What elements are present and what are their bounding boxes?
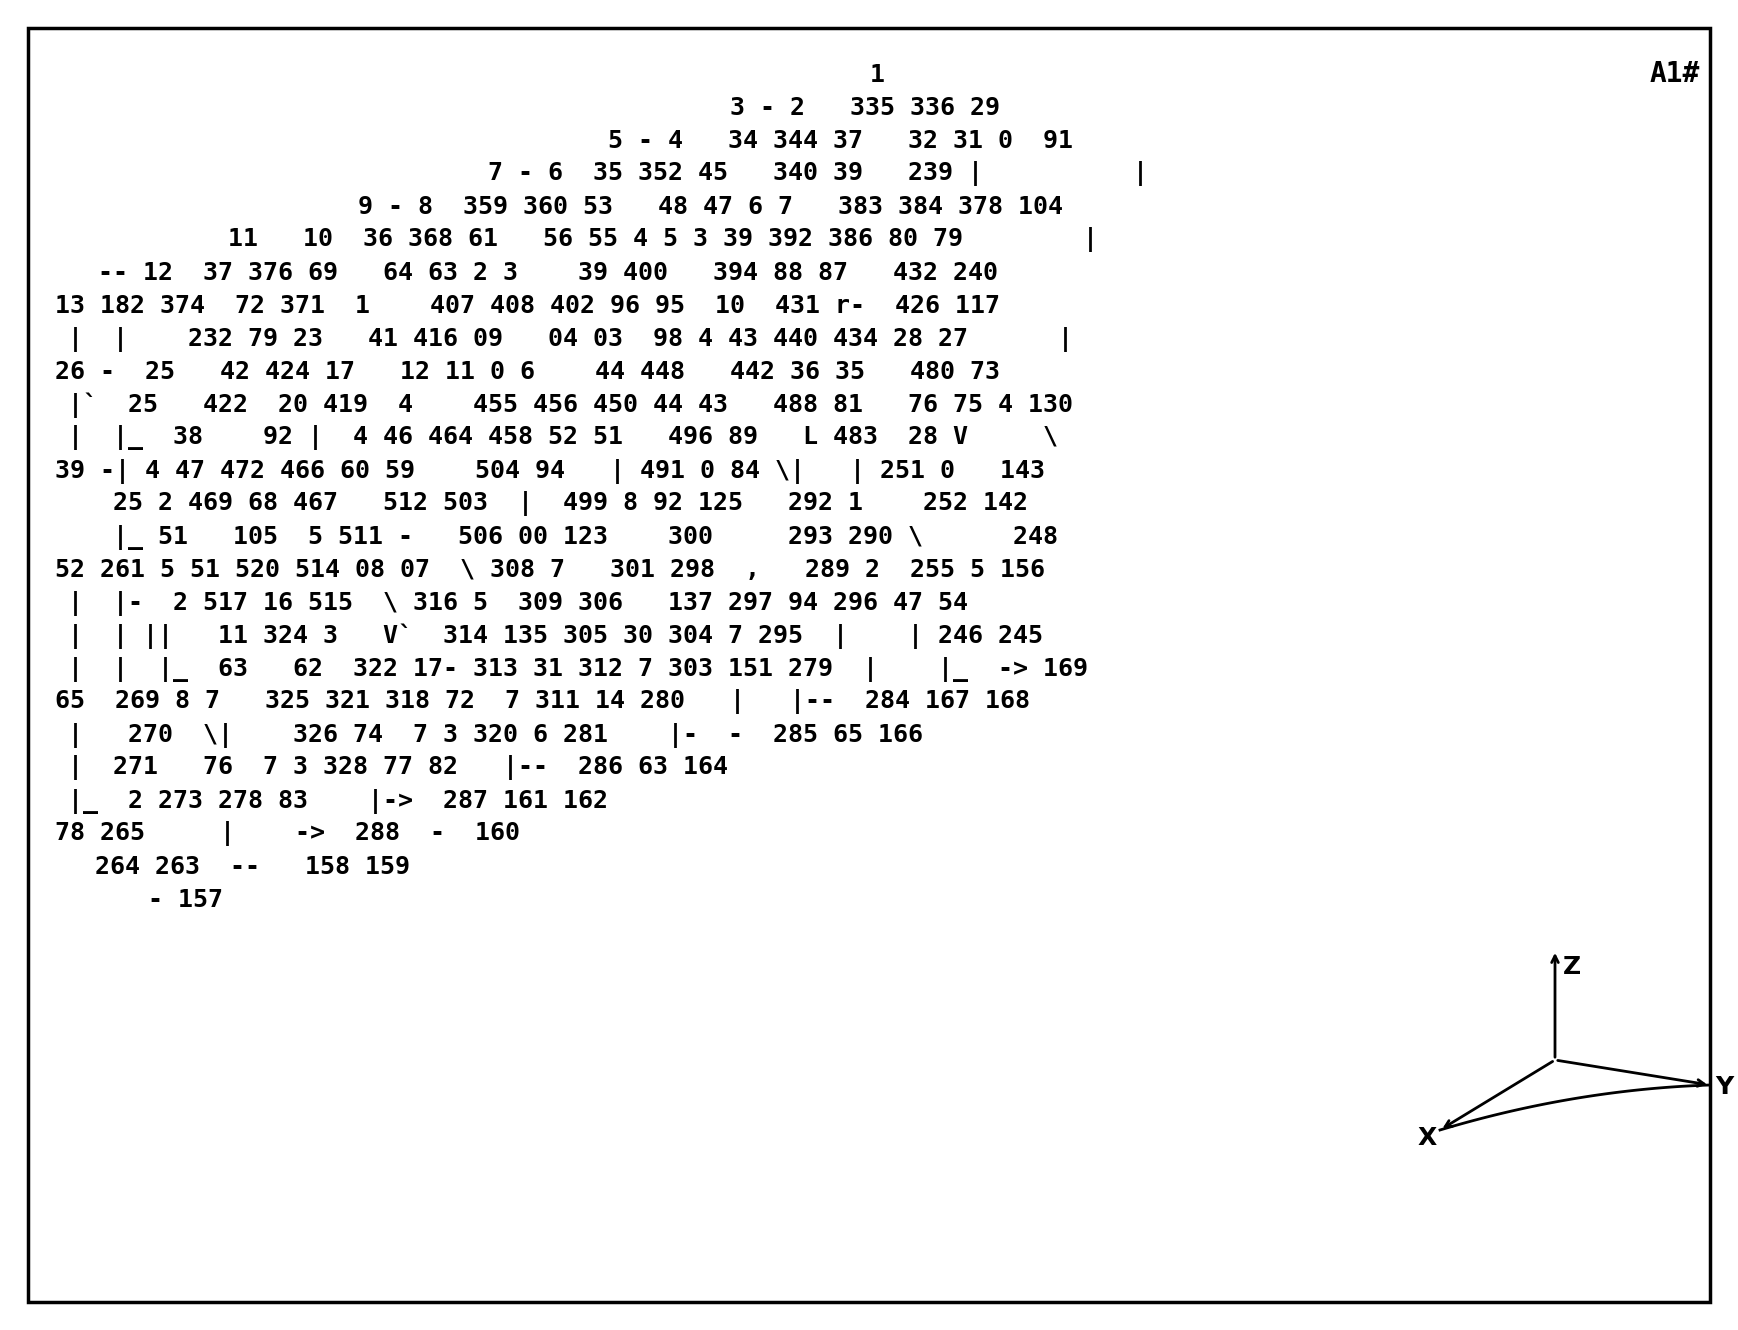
Text: 3 - 2   335 336 29: 3 - 2 335 336 29 bbox=[730, 96, 999, 120]
Text: |  | ||   11 324 3   V`  314 135 305 30 304 7 295  |    | 246 245: | | || 11 324 3 V` 314 135 305 30 304 7 … bbox=[68, 624, 1043, 649]
Text: 52 261 5 51 520 514 08 07  \ 308 7   301 298  ,   289 2  255 5 156: 52 261 5 51 520 514 08 07 \ 308 7 301 29… bbox=[56, 559, 1045, 583]
Text: |  271   76  7 3 328 77 82   |--  286 63 164: | 271 76 7 3 328 77 82 |-- 286 63 164 bbox=[68, 755, 728, 781]
Text: 13 182 374  72 371  1    407 408 402 96 95  10  431 r-  426 117: 13 182 374 72 371 1 407 408 402 96 95 10… bbox=[56, 294, 999, 318]
Text: |  |_  38    92 |  4 46 464 458 52 51   496 89   L 483  28 V     \: | |_ 38 92 | 4 46 464 458 52 51 496 89 L… bbox=[68, 426, 1058, 451]
Text: 9 - 8  359 360 53   48 47 6 7   383 384 378 104: 9 - 8 359 360 53 48 47 6 7 383 384 378 1… bbox=[358, 196, 1064, 219]
Text: - 157: - 157 bbox=[148, 888, 222, 912]
Text: 26 -  25   42 424 17   12 11 0 6    44 448   442 36 35   480 73: 26 - 25 42 424 17 12 11 0 6 44 448 442 3… bbox=[56, 360, 999, 384]
Text: 264 263  --   158 159: 264 263 -- 158 159 bbox=[96, 855, 410, 879]
Text: 78 265     |    ->  288  -  160: 78 265 | -> 288 - 160 bbox=[56, 822, 520, 846]
Text: |  |-  2 517 16 515  \ 316 5  309 306   137 297 94 296 47 54: | |- 2 517 16 515 \ 316 5 309 306 137 29… bbox=[68, 591, 968, 616]
Text: Y: Y bbox=[1715, 1075, 1733, 1099]
Text: |  |  |_  63   62  322 17- 313 31 312 7 303 151 279  |    |_  -> 169: | | |_ 63 62 322 17- 313 31 312 7 303 15… bbox=[68, 657, 1088, 681]
Text: |   270  \|    326 74  7 3 320 6 281    |-  -  285 65 166: | 270 \| 326 74 7 3 320 6 281 |- - 285 6… bbox=[68, 722, 923, 747]
Text: 7 - 6  35 352 45   340 39   239 |          |: 7 - 6 35 352 45 340 39 239 | | bbox=[488, 161, 1149, 186]
Text: |_ 51   105  5 511 -   506 00 123    300     293 290 \      248: |_ 51 105 5 511 - 506 00 123 300 293 290… bbox=[68, 524, 1058, 549]
Text: 1: 1 bbox=[871, 63, 885, 86]
Text: A1#: A1# bbox=[1649, 60, 1700, 88]
Text: 25 2 469 68 467   512 503  |  499 8 92 125   292 1    252 142: 25 2 469 68 467 512 503 | 499 8 92 125 2… bbox=[68, 492, 1027, 516]
Text: Z: Z bbox=[1562, 955, 1582, 979]
Text: 11   10  36 368 61   56 55 4 5 3 39 392 386 80 79        |: 11 10 36 368 61 56 55 4 5 3 39 392 386 8… bbox=[228, 227, 1098, 253]
Text: 39 -| 4 47 472 466 60 59    504 94   | 491 0 84 \|   | 251 0   143: 39 -| 4 47 472 466 60 59 504 94 | 491 0 … bbox=[56, 459, 1045, 484]
Text: 65  269 8 7   325 321 318 72  7 311 14 280   |   |--  284 167 168: 65 269 8 7 325 321 318 72 7 311 14 280 |… bbox=[56, 689, 1031, 714]
Text: |  |    232 79 23   41 416 09   04 03  98 4 43 440 434 28 27      |: | | 232 79 23 41 416 09 04 03 98 4 43 44… bbox=[68, 326, 1072, 351]
Text: -- 12  37 376 69   64 63 2 3    39 400   394 88 87   432 240: -- 12 37 376 69 64 63 2 3 39 400 394 88 … bbox=[97, 261, 998, 285]
Text: 5 - 4   34 344 37   32 31 0  91: 5 - 4 34 344 37 32 31 0 91 bbox=[608, 129, 1072, 153]
Text: X: X bbox=[1418, 1127, 1437, 1150]
Text: |`  25   422  20 419  4    455 456 450 44 43   488 81   76 75 4 130: |` 25 422 20 419 4 455 456 450 44 43 488… bbox=[68, 392, 1072, 418]
Text: |_  2 273 278 83    |->  287 161 162: |_ 2 273 278 83 |-> 287 161 162 bbox=[68, 789, 608, 814]
